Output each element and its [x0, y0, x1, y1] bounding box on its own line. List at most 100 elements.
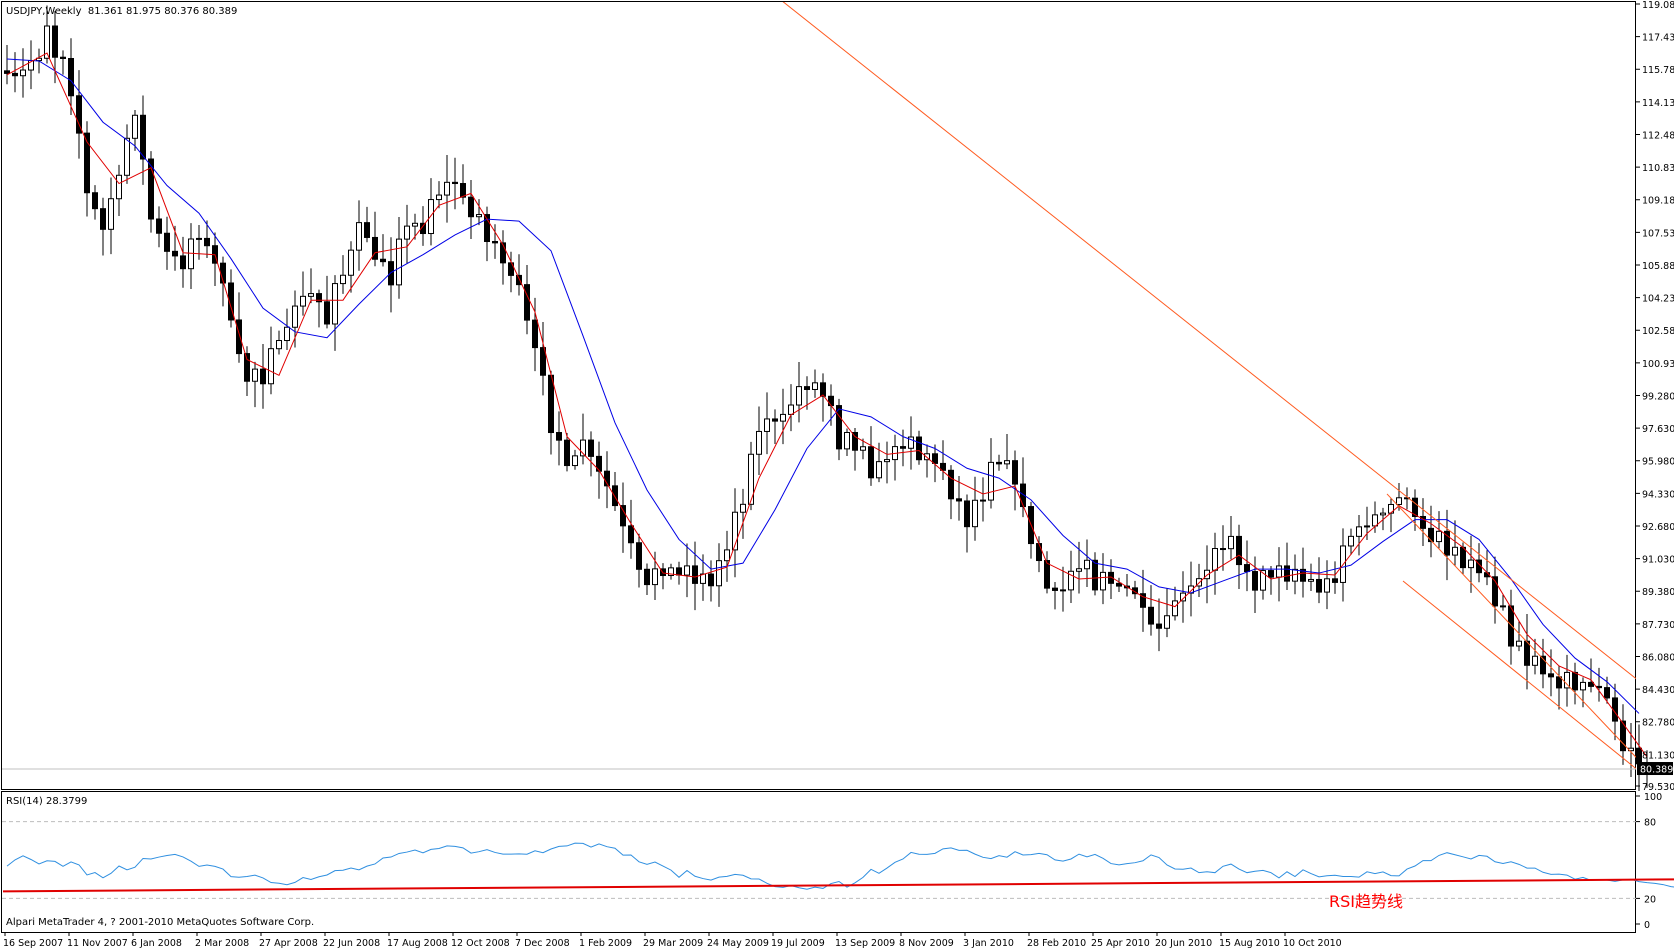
- candle: [1524, 613, 1530, 690]
- candle-body: [1380, 512, 1386, 516]
- candle: [748, 441, 754, 511]
- candle-body: [492, 241, 498, 244]
- candle-body: [636, 542, 642, 570]
- candle-body: [364, 222, 370, 238]
- candle: [804, 376, 810, 410]
- candle-body: [340, 274, 346, 285]
- candle-body: [1564, 671, 1570, 689]
- candle: [140, 95, 146, 185]
- candle: [844, 428, 850, 456]
- date-tick-label: 2 Mar 2008: [195, 938, 249, 948]
- price-tick-label: 89.380: [1642, 587, 1674, 598]
- candle-body: [964, 500, 970, 528]
- candle: [708, 560, 714, 602]
- candle-body: [748, 453, 754, 505]
- price-tick-label: 109.180: [1642, 196, 1674, 207]
- candle-body: [1348, 535, 1354, 547]
- candle-body: [20, 69, 26, 77]
- price-tick-label: 97.630: [1642, 424, 1674, 435]
- price-tick-label: 115.780: [1642, 65, 1674, 76]
- candle: [4, 45, 10, 85]
- candle: [1420, 498, 1426, 547]
- candle-body: [468, 196, 474, 218]
- candle-body: [12, 72, 18, 77]
- candle-body: [260, 368, 266, 385]
- candle: [436, 181, 442, 209]
- date-tick-label: 1 Feb 2009: [579, 938, 632, 948]
- date-tick-label: 25 Apr 2010: [1091, 938, 1150, 948]
- candle-body: [436, 194, 442, 201]
- candle-body: [668, 567, 674, 577]
- candle-body: [484, 214, 490, 243]
- candle-body: [620, 505, 626, 527]
- candle: [724, 530, 730, 582]
- candle: [764, 392, 770, 455]
- moving-average-fast: [6, 52, 1648, 758]
- moving-average-slow: [6, 58, 1640, 714]
- candle: [1428, 505, 1434, 558]
- price-tick-label: 91.030: [1642, 555, 1674, 566]
- candle-body: [332, 283, 338, 325]
- candle-body: [1516, 640, 1522, 647]
- candle: [1220, 525, 1226, 571]
- candle: [1636, 724, 1642, 792]
- candle-body: [876, 461, 882, 479]
- candle-body: [628, 525, 634, 544]
- candle: [884, 441, 890, 484]
- candle: [508, 251, 514, 293]
- candle-body: [908, 436, 914, 449]
- candle: [1180, 571, 1186, 623]
- candle-body: [92, 192, 98, 210]
- candle: [316, 289, 322, 328]
- candle-body: [580, 439, 586, 457]
- candle: [484, 206, 490, 262]
- candle-body: [852, 431, 858, 451]
- candle: [988, 438, 994, 509]
- candle-body: [476, 214, 482, 218]
- candle: [540, 322, 546, 396]
- rsi-tick-label: 20: [1644, 894, 1656, 905]
- candle-body: [1148, 606, 1154, 625]
- candle-body: [188, 238, 194, 270]
- candle-body: [316, 293, 322, 303]
- candle-body: [348, 249, 354, 276]
- candle: [812, 369, 818, 398]
- candle: [1508, 589, 1514, 665]
- candle: [284, 308, 290, 350]
- candle: [1300, 547, 1306, 598]
- candle-body: [228, 282, 234, 321]
- candle-body: [1572, 671, 1578, 691]
- candle-body: [148, 158, 154, 220]
- candle-body: [420, 222, 426, 235]
- candle-body: [1500, 605, 1506, 608]
- price-tick-label: 119.080: [1642, 0, 1674, 11]
- date-axis-strip: [0, 933, 1674, 948]
- candle-body: [204, 237, 210, 247]
- candle-body: [396, 238, 402, 286]
- candle-body: [684, 565, 690, 576]
- rsi-tick-label: 0: [1644, 920, 1650, 931]
- candle: [580, 413, 586, 465]
- candle: [20, 48, 26, 98]
- candle-body: [564, 439, 570, 467]
- date-tick-label: 3 Jan 2010: [963, 938, 1014, 948]
- candle-body: [500, 242, 506, 264]
- date-tick-label: 20 Jun 2010: [1155, 938, 1212, 948]
- candle-body: [276, 340, 282, 350]
- candle-body: [588, 439, 594, 457]
- candle-body: [196, 237, 202, 240]
- candle-body: [764, 418, 770, 432]
- candle: [428, 178, 434, 246]
- candle: [412, 213, 418, 240]
- candle: [1100, 553, 1106, 605]
- candle-body: [1452, 546, 1458, 556]
- candle: [900, 429, 906, 467]
- candle-body: [516, 274, 522, 286]
- candle-body: [740, 503, 746, 513]
- candle: [820, 373, 826, 422]
- candle-body: [1244, 564, 1250, 573]
- date-tick-label: 29 Mar 2009: [643, 938, 703, 948]
- candle-body: [828, 395, 834, 407]
- price-panel: [2, 2, 1650, 792]
- candle: [972, 476, 978, 541]
